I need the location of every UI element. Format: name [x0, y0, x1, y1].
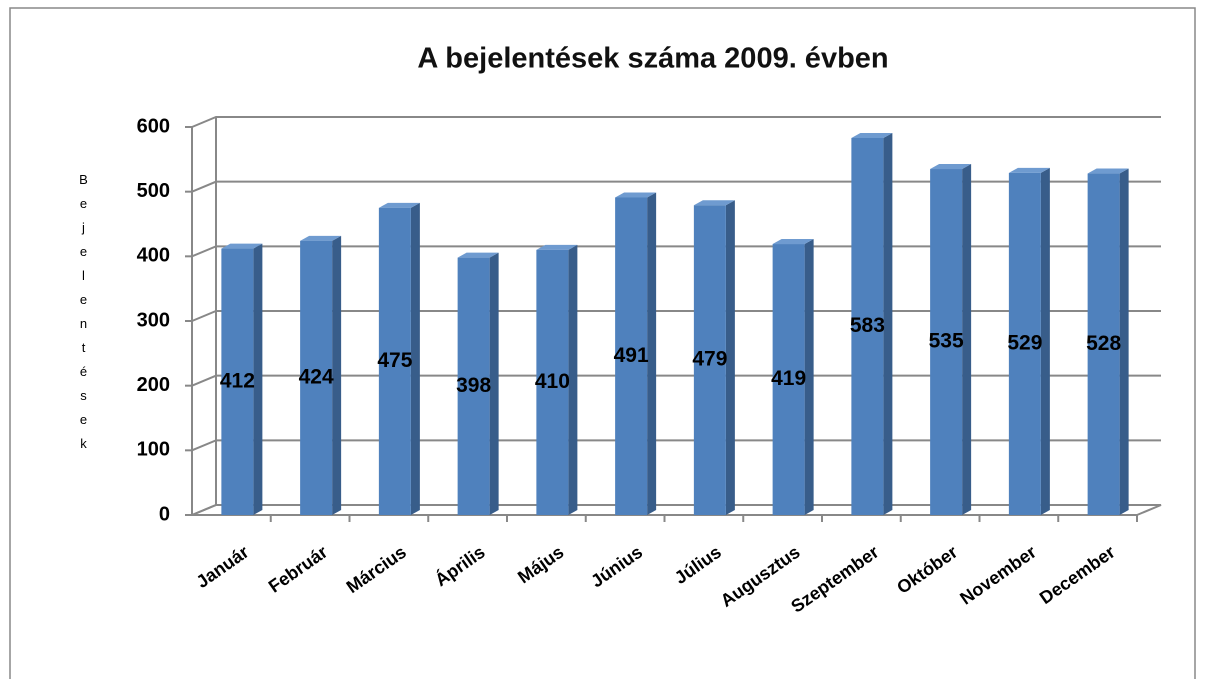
- bar-top: [1008, 167, 1050, 173]
- bar: [378, 207, 411, 516]
- grid-line: [191, 180, 1161, 193]
- value-label: 475: [377, 349, 412, 372]
- bar: [221, 248, 254, 515]
- bar-side: [489, 252, 499, 516]
- bar-side: [1040, 167, 1050, 515]
- value-label: 424: [299, 365, 334, 388]
- value-label: 398: [456, 374, 491, 397]
- bar-top: [930, 164, 972, 170]
- bar-top: [221, 243, 263, 249]
- value-label: 479: [692, 348, 727, 371]
- bar-top: [378, 202, 420, 208]
- bar: [1087, 173, 1120, 515]
- grid-line: [191, 504, 1161, 516]
- y-tick-label: 0: [159, 503, 170, 525]
- bar-top: [693, 200, 735, 206]
- y-tick-label: 300: [137, 309, 170, 331]
- bar-top: [300, 235, 342, 241]
- bar-top: [851, 132, 893, 138]
- bar: [851, 137, 884, 515]
- bar: [772, 244, 805, 515]
- value-label: 412: [220, 369, 255, 392]
- chart-title: A bejelentések száma 2009. évben: [417, 43, 888, 75]
- grid-line: [191, 310, 1161, 322]
- bar-top: [536, 244, 578, 250]
- value-label: 528: [1086, 332, 1121, 355]
- value-label: 583: [850, 314, 885, 337]
- bar: [300, 240, 333, 515]
- bar: [615, 197, 648, 515]
- y-tick-label: 600: [137, 115, 170, 137]
- y-tick-label: 200: [137, 374, 170, 396]
- value-label: 419: [771, 367, 806, 390]
- bar-side: [883, 132, 893, 515]
- bar-side: [647, 192, 657, 515]
- value-label: 529: [1007, 332, 1042, 355]
- bar: [536, 249, 569, 515]
- bar-side: [568, 244, 578, 515]
- y-tick-label: 500: [137, 180, 170, 202]
- bar-side: [725, 200, 735, 515]
- value-label: 491: [614, 344, 649, 367]
- bar: [693, 205, 726, 515]
- y-tick-label: 400: [137, 245, 170, 267]
- grid-line: [191, 439, 1161, 452]
- bar-top: [1087, 168, 1129, 174]
- bar: [1008, 172, 1041, 515]
- grid-line: [191, 374, 1161, 387]
- bar-top: [772, 239, 814, 245]
- bar-top: [457, 252, 499, 258]
- bar-side: [410, 202, 420, 516]
- bar: [457, 257, 490, 515]
- bar-side: [962, 164, 972, 516]
- grid-line: [191, 245, 1161, 258]
- value-label: 410: [535, 370, 570, 393]
- bar-side: [1119, 168, 1129, 515]
- bar-side: [332, 235, 342, 515]
- bar: [930, 169, 963, 516]
- y-axis-label: Bejelentések: [76, 172, 91, 460]
- bar-side: [804, 239, 814, 515]
- grid-line: [191, 116, 1161, 128]
- y-tick-label: 100: [137, 439, 170, 461]
- bar-top: [615, 192, 657, 198]
- value-label: 535: [929, 330, 964, 353]
- bar-side: [253, 243, 263, 515]
